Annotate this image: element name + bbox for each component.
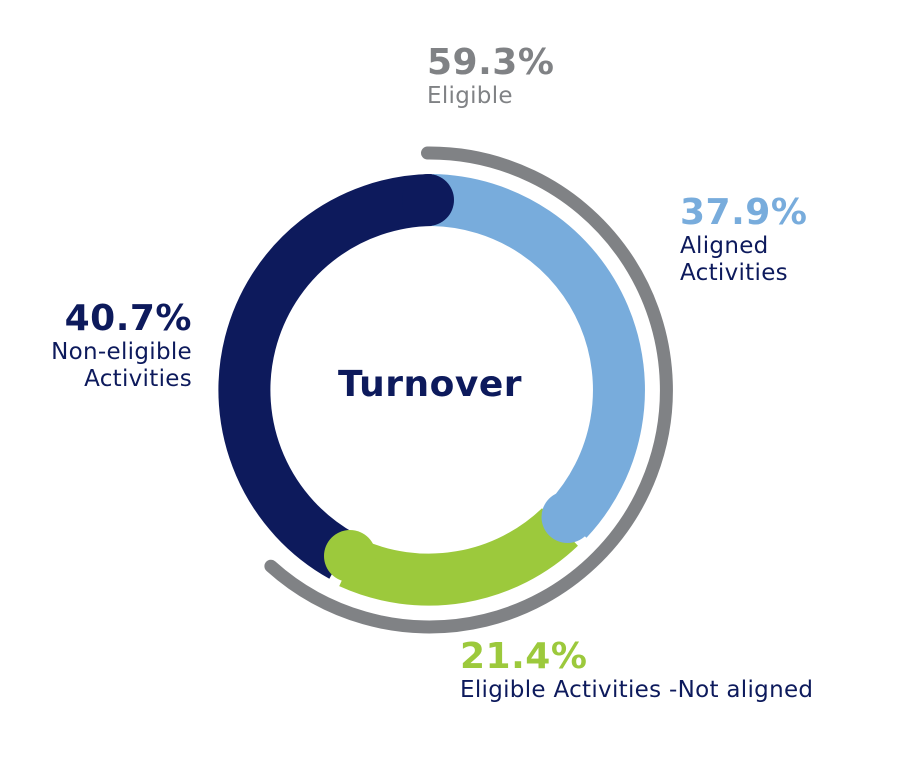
non-eligible-text-line2: Activities xyxy=(84,365,192,392)
segment-aligned-cap xyxy=(541,491,594,543)
eligible-bracket-arc xyxy=(264,146,673,634)
segment-aligned[interactable] xyxy=(431,174,645,538)
not-aligned-percent: 21.4% xyxy=(460,636,588,677)
segment-eligible-not-aligned[interactable] xyxy=(339,507,578,606)
not-aligned-text: Eligible Activities -Not aligned xyxy=(460,677,814,704)
segment-eligible-not-aligned-cap xyxy=(324,530,376,582)
chart-center-title: Turnover xyxy=(338,364,522,405)
label-not-aligned: 21.4% Eligible Activities -Not aligned xyxy=(460,636,813,704)
aligned-percent: 37.9% xyxy=(680,192,808,233)
aligned-text-line2: Activities xyxy=(680,259,788,286)
eligible-percent: 59.3% xyxy=(427,42,555,83)
segment-non-eligible-cap xyxy=(402,174,454,226)
label-non-eligible: 40.7% Non-eligible Activities xyxy=(20,298,192,392)
non-eligible-percent: 40.7% xyxy=(64,298,192,339)
non-eligible-text-line1: Non-eligible xyxy=(51,339,192,366)
label-aligned: 37.9% Aligned Activities xyxy=(680,192,807,286)
segment-non-eligible[interactable] xyxy=(218,174,433,579)
eligible-text: Eligible xyxy=(427,83,513,110)
aligned-text-line1: Aligned xyxy=(680,233,769,260)
label-eligible: 59.3% Eligible xyxy=(427,42,554,110)
